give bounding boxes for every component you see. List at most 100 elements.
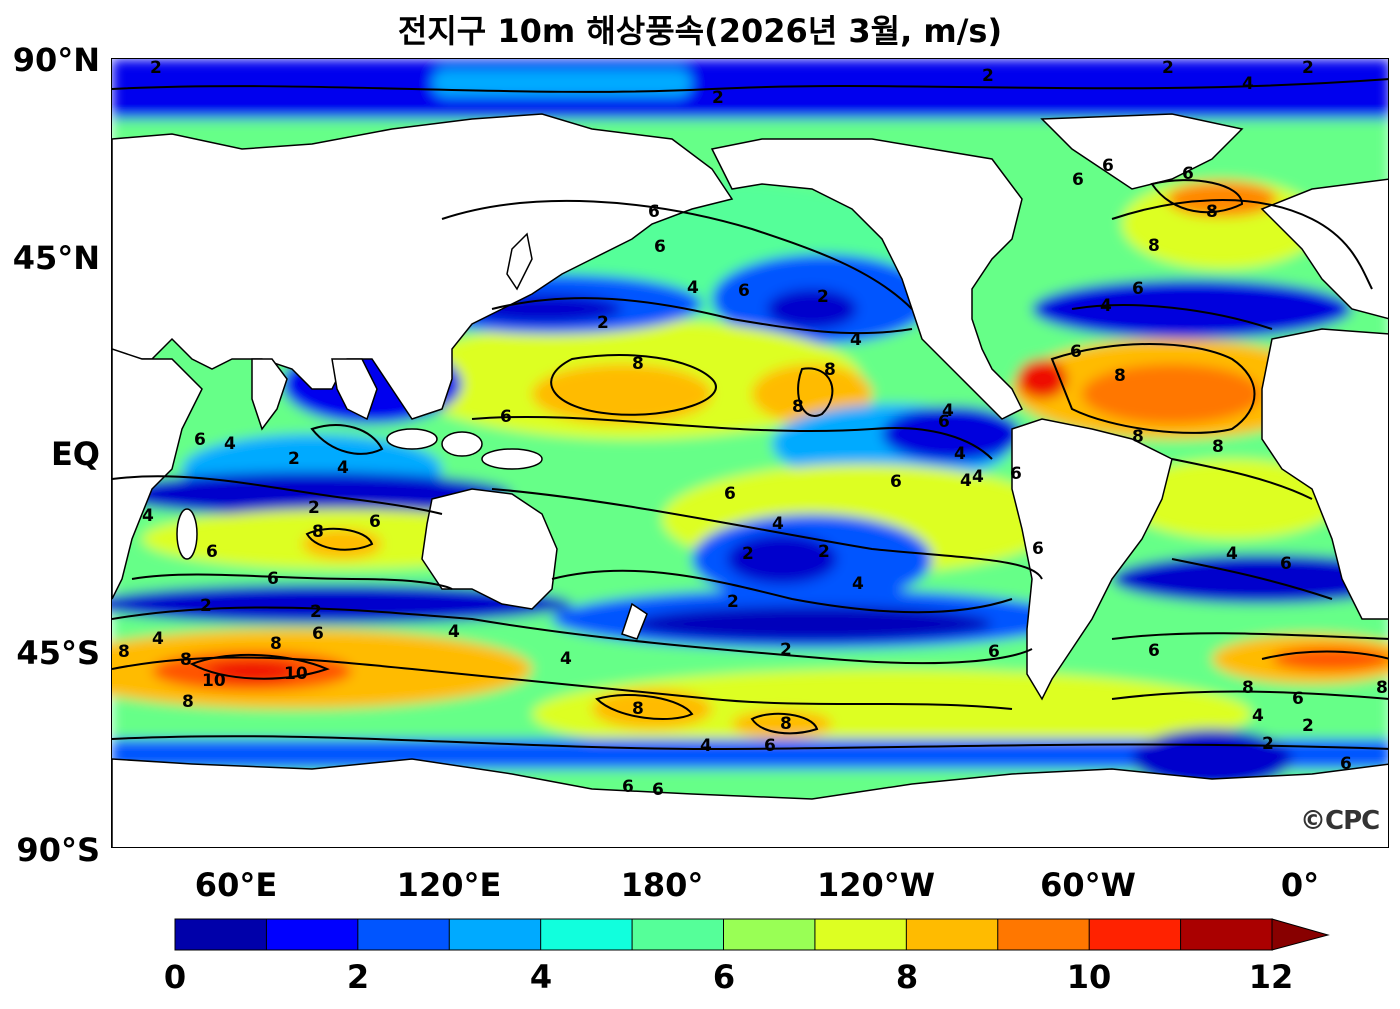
contour-label: 2 (727, 592, 739, 612)
contour-label: 8 (780, 714, 792, 734)
contour-label: 6 (1102, 156, 1114, 176)
contour-label: 6 (267, 569, 279, 589)
wind-speed-map: 2 2 2 2 2 4 6 6 6 4 2 2 8 8 8 4 6 6 4 6 … (112, 59, 1388, 847)
contour-label: 2 (780, 640, 792, 660)
contour-label: 8 (1132, 427, 1144, 447)
lat-label-45s: 45°S (16, 634, 100, 672)
contour-label: 6 (1010, 464, 1022, 484)
colorbar-segment (174, 918, 268, 951)
contour-label: 2 (200, 596, 212, 616)
map-title: 전지구 10m 해상풍속(2026년 3월, m/s) (397, 12, 1003, 50)
colorbar-segment (631, 918, 725, 951)
contour-label: 8 (1206, 202, 1218, 222)
contour-label: 4 (1100, 296, 1112, 316)
contour-label: 8 (180, 650, 192, 670)
contour-label: 2 (1262, 734, 1274, 754)
contour-label: 4 (448, 622, 460, 642)
colorbar-label-4: 4 (529, 958, 553, 996)
contour-label: 6 (1132, 279, 1144, 299)
contour-label: 8 (1114, 366, 1126, 386)
contour-label: 4 (850, 330, 862, 350)
colorbar-segment (997, 918, 1091, 951)
contour-label: 8 (312, 522, 324, 542)
contour-label: 6 (1182, 164, 1194, 184)
map-frame: 2 2 2 2 2 4 6 6 6 4 2 2 8 8 8 4 6 6 4 6 … (111, 58, 1389, 848)
lon-label-60w: 60°W (1040, 866, 1136, 904)
contour-label: 2 (818, 542, 830, 562)
colorbar-label-0: 0 (163, 958, 187, 996)
contour-label: 2 (310, 602, 322, 622)
lon-label-120w: 120°W (816, 866, 936, 904)
contour-label: 2 (712, 88, 724, 108)
contour-label: 6 (1280, 554, 1292, 574)
contour-label: 6 (500, 407, 512, 427)
contour-label: 8 (1242, 678, 1254, 698)
lat-label-45n: 45°N (12, 239, 100, 277)
lat-label-eq: EQ (50, 435, 100, 473)
contour-label: 2 (982, 66, 994, 86)
contour-label: 4 (142, 506, 154, 526)
contour-label: 4 (224, 434, 236, 454)
contour-label: 8 (1212, 437, 1224, 457)
lat-label-90n: 90°N (12, 41, 100, 79)
colorbar-segment (540, 918, 634, 951)
contour-label: 8 (1376, 678, 1388, 698)
contour-label: 4 (1242, 74, 1254, 94)
colorbar-label-12: 12 (1248, 958, 1294, 996)
contour-label: 6 (206, 542, 218, 562)
contour-label: 6 (652, 780, 664, 800)
contour-label: 4 (852, 574, 864, 594)
colorbar-segment (448, 918, 542, 951)
contour-label: 8 (632, 354, 644, 374)
contour-label: 8 (118, 642, 130, 662)
colorbar-extend-arrow (1271, 918, 1330, 951)
contour-label: 4 (972, 467, 984, 487)
contour-label: 2 (597, 313, 609, 333)
contour-label: 6 (1072, 170, 1084, 190)
lon-label-120e: 120°E (396, 866, 502, 904)
contour-label: 4 (337, 458, 349, 478)
contour-label: 6 (938, 412, 950, 432)
contour-label: 6 (1340, 754, 1352, 774)
contour-label: 4 (772, 514, 784, 534)
contour-label: 6 (622, 777, 634, 797)
contour-label: 2 (150, 59, 162, 78)
contour-label: 6 (1292, 689, 1304, 709)
contour-label: 6 (648, 202, 660, 222)
contour-label: 4 (560, 649, 572, 669)
colorbar-segment (357, 918, 451, 951)
contour-label: 8 (632, 699, 644, 719)
contour-label: 2 (308, 498, 320, 518)
contour-label: 4 (1252, 706, 1264, 726)
contour-label: 6 (890, 472, 902, 492)
contour-label: 8 (792, 397, 804, 417)
contour-label: 2 (742, 544, 754, 564)
colorbar-segment (814, 918, 908, 951)
colorbar-label-8: 8 (895, 958, 919, 996)
contour-label: 4 (954, 444, 966, 464)
contour-label: 6 (369, 512, 381, 532)
contour-label: 8 (824, 360, 836, 380)
lon-label-180: 180° (620, 866, 704, 904)
colorbar-label-2: 2 (346, 958, 370, 996)
contour-label: 4 (960, 471, 972, 491)
contour-label: 6 (1032, 539, 1044, 559)
contour-label: 10 (284, 664, 308, 684)
colorbar-label-10: 10 (1066, 958, 1112, 996)
colorbar-segment (905, 918, 999, 951)
cpc-logo: ©CPC (1300, 806, 1380, 836)
contour-label: 4 (152, 629, 164, 649)
contour-label: 2 (1302, 59, 1314, 78)
contour-label: 6 (654, 237, 666, 257)
lon-label-0: 0° (1280, 866, 1320, 904)
contour-label: 6 (1070, 342, 1082, 362)
contour-label: 8 (1148, 236, 1160, 256)
contour-label: 4 (700, 736, 712, 756)
lon-label-60e: 60°E (194, 866, 278, 904)
contour-label: 2 (817, 287, 829, 307)
contour-label: 4 (942, 401, 954, 421)
contour-label: 2 (288, 449, 300, 469)
contour-label: 6 (194, 430, 206, 450)
contour-label: 4 (1226, 544, 1238, 564)
contour-label: 6 (764, 736, 776, 756)
